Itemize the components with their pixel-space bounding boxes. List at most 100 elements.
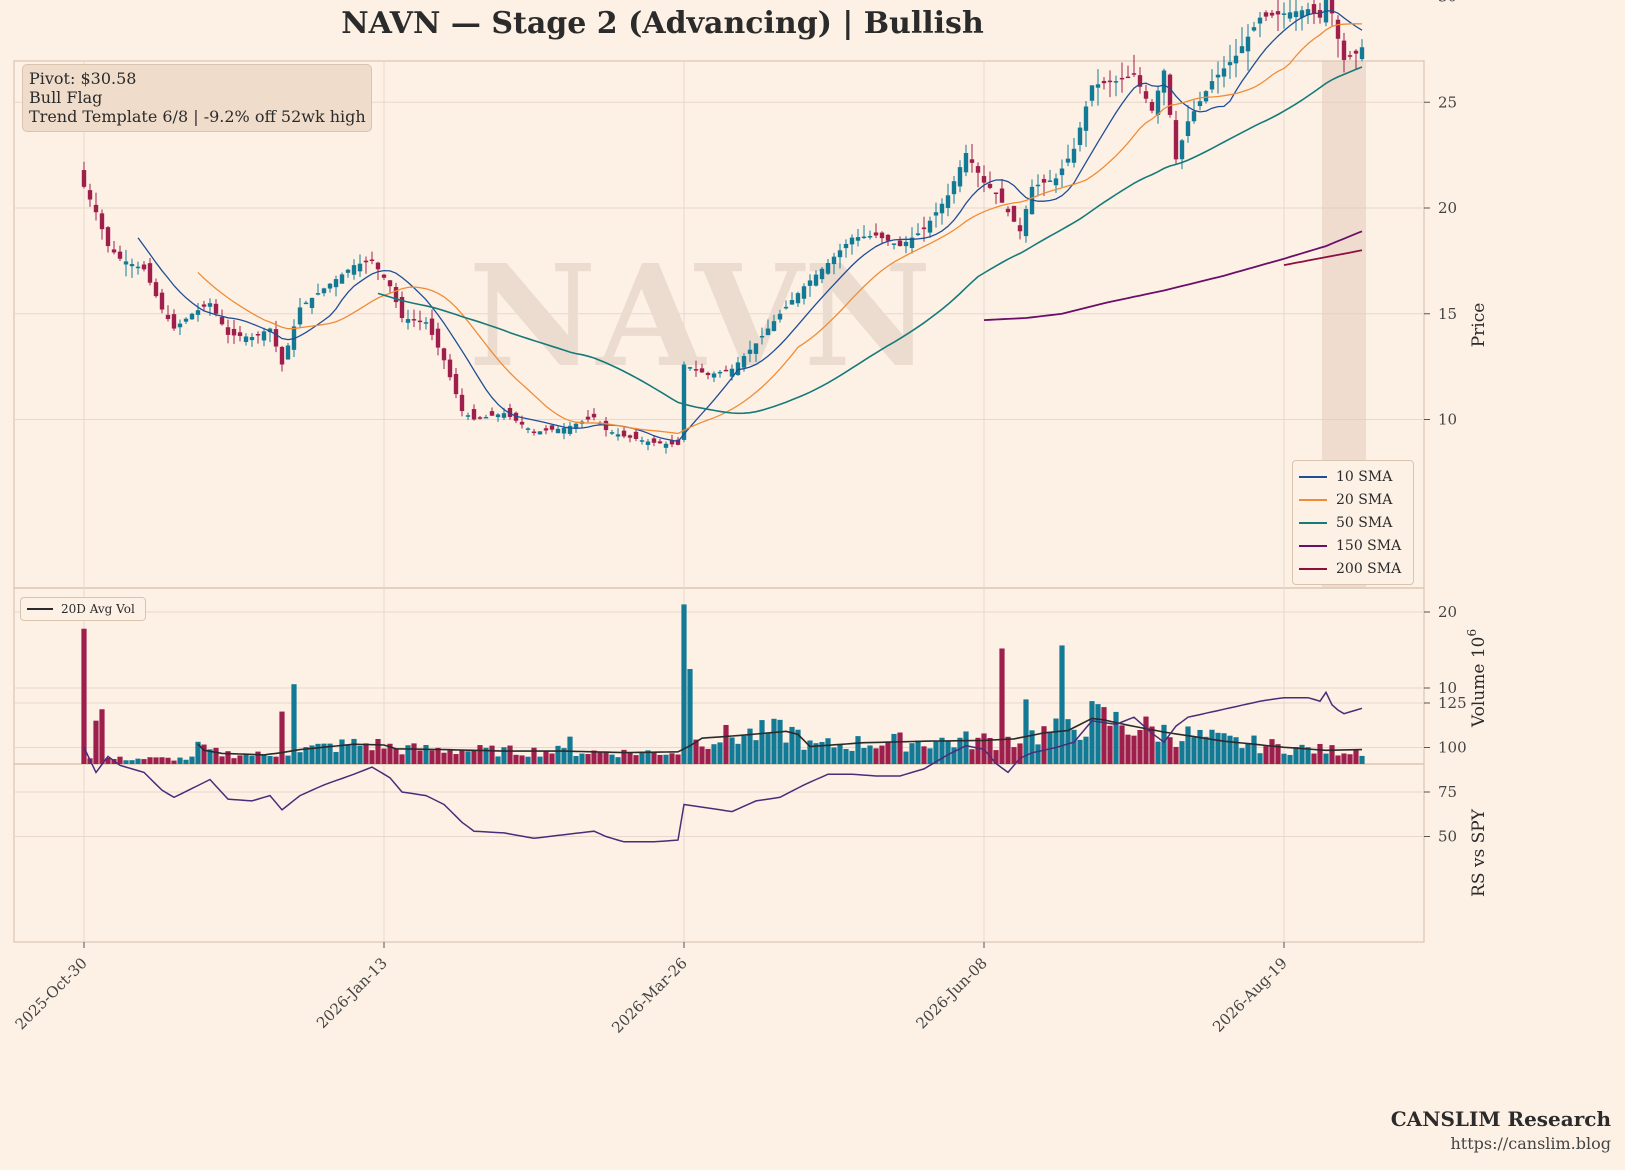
rs-axis-label: RS vs SPY (1469, 808, 1489, 897)
candle-body (555, 428, 561, 434)
volume-bar (1017, 743, 1023, 764)
x-tick-label: 2026-Mar-26 (608, 954, 691, 1037)
candle-body (549, 425, 555, 430)
legend-item-sma200: 200 SMA (1299, 557, 1407, 580)
legend-label-avg-volume: 20D Avg Vol (61, 602, 135, 616)
candle-body (807, 280, 813, 286)
candle-body (717, 371, 723, 374)
volume-bar (999, 648, 1005, 764)
candle-body (1353, 50, 1359, 54)
candle-body (285, 345, 291, 360)
volume-bar (687, 669, 693, 764)
volume-bar (933, 741, 939, 764)
price-axis-label: Price (1469, 303, 1489, 348)
candle-body (1065, 158, 1071, 163)
volume-bar (1023, 699, 1029, 764)
volume-bar (165, 757, 171, 764)
volume-tick-label: 10 (1438, 679, 1457, 697)
candle-body (1263, 12, 1269, 17)
candle-body (987, 183, 993, 188)
volume-bar (897, 732, 903, 764)
candle-body (267, 328, 273, 333)
volume-bar (333, 751, 339, 764)
candle-body (759, 335, 765, 338)
candle-body (585, 416, 591, 420)
volume-bar (1101, 707, 1107, 764)
volume-bar (201, 744, 207, 764)
candle-body (1347, 55, 1353, 57)
volume-bar (1143, 716, 1149, 764)
volume-bar (915, 740, 921, 764)
volume-bar (1275, 744, 1281, 764)
volume-bar (1113, 711, 1119, 764)
candle-body (939, 203, 945, 214)
volume-bar (189, 756, 195, 764)
volume-bar (1155, 741, 1161, 764)
candle-body (633, 431, 639, 439)
volume-bar (207, 749, 213, 764)
volume-bar (501, 747, 507, 764)
legend-label-sma10: 10 SMA (1336, 468, 1393, 485)
volume-bar (747, 728, 753, 764)
volume-bar (621, 749, 627, 764)
volume-bar (879, 745, 885, 764)
candle-body (411, 319, 417, 321)
candle-body (1041, 179, 1047, 183)
volume-bar (1083, 736, 1089, 764)
candle-body (1005, 208, 1011, 213)
volume-bar (1335, 755, 1341, 764)
volume-bar (819, 742, 825, 764)
legend-item-sma10: 10 SMA (1299, 465, 1407, 488)
candle-body (1089, 85, 1095, 101)
volume-bar (969, 749, 975, 764)
volume-bar (387, 743, 393, 764)
candle-body (459, 394, 465, 412)
volume-bar (513, 754, 519, 764)
candle-body (255, 334, 261, 336)
candle-body (387, 280, 393, 287)
candle-body (1107, 80, 1113, 83)
volume-bar (1185, 726, 1191, 764)
volume-tick-label: 20 (1438, 603, 1457, 621)
volume-bar (1065, 719, 1071, 764)
candle-body (1335, 19, 1341, 39)
candle-body (249, 337, 255, 341)
volume-bar (543, 751, 549, 764)
candle-body (603, 420, 609, 431)
candle-body (687, 367, 693, 369)
candle-body (1017, 225, 1023, 232)
candle-body (393, 287, 399, 303)
volume-bar (615, 757, 621, 764)
candle-body (519, 421, 525, 425)
volume-bar (1125, 734, 1131, 764)
candle-body (771, 321, 777, 331)
candle-body (735, 362, 741, 376)
volume-bar (579, 753, 585, 764)
sma200-line (1283, 249, 1363, 266)
volume-bar (657, 754, 663, 764)
volume-bar (327, 743, 333, 764)
candle-body (1293, 11, 1299, 18)
candle-body (1185, 121, 1191, 137)
candle-body (1275, 11, 1281, 15)
candle-body (441, 348, 447, 361)
volume-bar (921, 746, 927, 764)
volume-bar (1107, 725, 1113, 764)
candle-body (261, 331, 267, 341)
candle-body (621, 430, 627, 437)
volume-bar (873, 748, 879, 764)
candle-body (207, 303, 213, 307)
candle-body (1281, 13, 1287, 15)
candle-body (243, 336, 249, 342)
candle-body (1143, 91, 1149, 99)
credit-url: https://canslim.blog (1450, 1134, 1611, 1153)
candle-body (471, 409, 477, 420)
volume-bar (273, 756, 279, 764)
volume-bar (663, 754, 669, 764)
volume-bar (1227, 735, 1233, 764)
candle-body (321, 288, 327, 294)
candle-body (951, 181, 957, 195)
watermark-text: NAVN (469, 235, 932, 399)
candle-body (525, 428, 531, 430)
candle-body (1245, 36, 1251, 52)
